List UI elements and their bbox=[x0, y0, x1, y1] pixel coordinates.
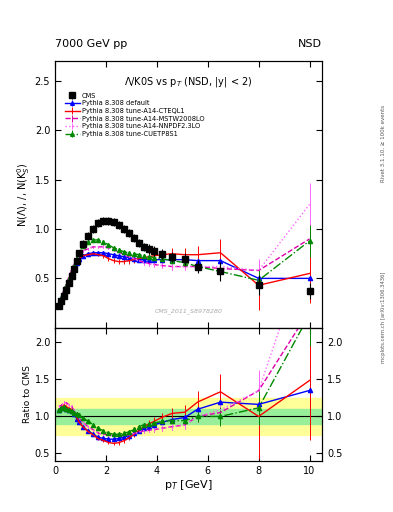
Text: $\Lambda$/K0S vs p$_T$ (NSD, |y| < 2): $\Lambda$/K0S vs p$_T$ (NSD, |y| < 2) bbox=[125, 75, 253, 89]
Text: CMS_2011_S8978280: CMS_2011_S8978280 bbox=[154, 309, 223, 314]
Bar bbox=[55, 398, 322, 435]
X-axis label: p$_T$ [GeV]: p$_T$ [GeV] bbox=[164, 478, 213, 493]
Y-axis label: Ratio to CMS: Ratio to CMS bbox=[23, 365, 32, 423]
Text: mcplots.cern.ch [arXiv:1306.3436]: mcplots.cern.ch [arXiv:1306.3436] bbox=[381, 272, 386, 363]
Text: 7000 GeV pp: 7000 GeV pp bbox=[55, 38, 127, 49]
Text: Rivet 3.1.10, ≥ 100k events: Rivet 3.1.10, ≥ 100k events bbox=[381, 105, 386, 182]
Bar bbox=[55, 409, 322, 424]
Y-axis label: N($\Lambda$), /, N(K$^0_S$): N($\Lambda$), /, N(K$^0_S$) bbox=[15, 162, 32, 227]
Text: NSD: NSD bbox=[298, 38, 322, 49]
Legend: CMS, Pythia 8.308 default, Pythia 8.308 tune-A14-CTEQL1, Pythia 8.308 tune-A14-M: CMS, Pythia 8.308 default, Pythia 8.308 … bbox=[64, 92, 206, 138]
